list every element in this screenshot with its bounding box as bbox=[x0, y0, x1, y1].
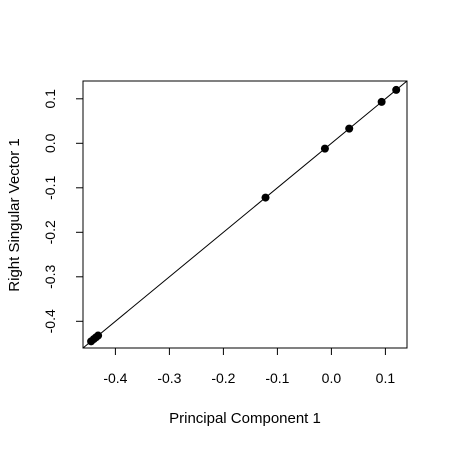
data-point-8 bbox=[377, 97, 386, 106]
data-point-7 bbox=[345, 124, 354, 133]
y-tick-label-5: 0.0 bbox=[42, 133, 58, 153]
y-tick-label-2: -0.3 bbox=[42, 265, 58, 289]
data-point-4 bbox=[94, 331, 103, 340]
data-point-6 bbox=[320, 144, 329, 153]
y-tick-label-1: -0.4 bbox=[42, 309, 58, 333]
x-tick-label-1: -0.4 bbox=[103, 370, 127, 386]
y-tick-label-3: -0.2 bbox=[42, 220, 58, 244]
axes: -0.4 -0.3 -0.2 -0.1 0.0 0.1 -0.4 -0.3 -0.2 -0.1 0.… bbox=[42, 80, 408, 386]
x-tick-label-2: -0.3 bbox=[157, 370, 181, 386]
x-tick-label-3: -0.2 bbox=[211, 370, 235, 386]
identity-reference-line bbox=[83, 81, 407, 348]
plot-area bbox=[83, 81, 407, 348]
y-tick-label-4: -0.1 bbox=[42, 176, 58, 200]
data-point-9 bbox=[392, 85, 401, 94]
data-point-5 bbox=[261, 193, 270, 202]
x-tick-label-6: 0.1 bbox=[376, 370, 396, 386]
x-axis-label: Principal Component 1 bbox=[169, 410, 321, 427]
y-tick-label-6: 0.1 bbox=[42, 89, 58, 109]
y-axis-label: Right Singular Vector 1 bbox=[6, 138, 23, 291]
x-tick-label-4: -0.1 bbox=[265, 370, 289, 386]
x-tick-label-5: 0.0 bbox=[322, 370, 342, 386]
